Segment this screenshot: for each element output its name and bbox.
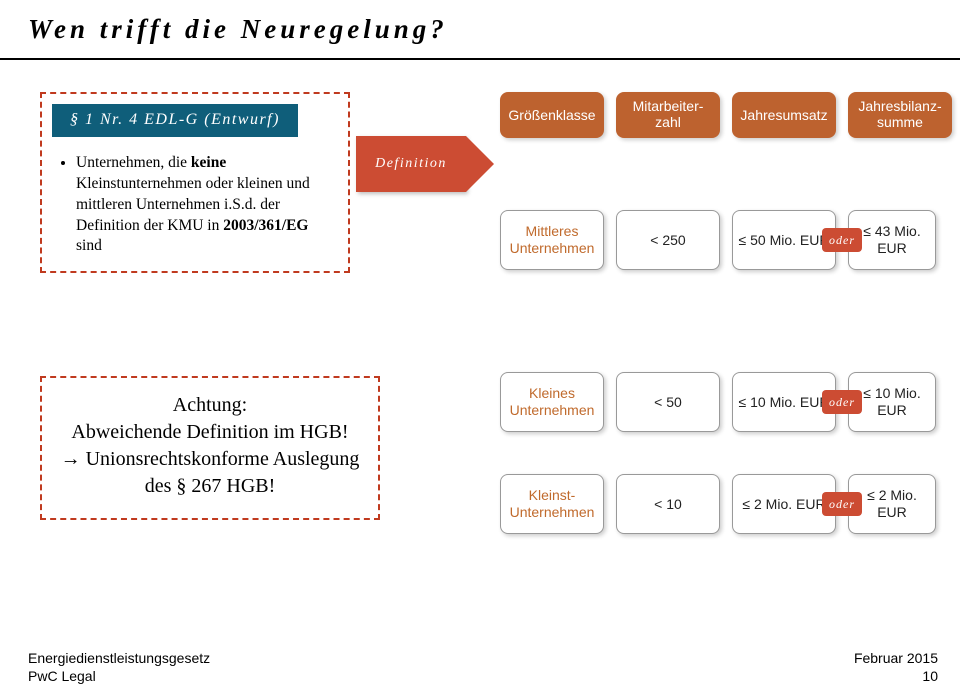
col-header-balance: Jahresbilanz-summe (848, 92, 952, 138)
or-pill-micro: oder (822, 492, 862, 516)
row-medium-count: < 250 (616, 210, 720, 270)
row-medium-revenue: ≤ 50 Mio. EUR (732, 210, 836, 270)
footer-left: Energiedienstleistungsgesetz PwC Legal (28, 649, 210, 685)
footer-right: Februar 2015 10 (854, 649, 938, 685)
attention-line3: → Unionsrechtskonforme Auslegung des § 2… (58, 446, 362, 500)
or-pill-small: oder (822, 390, 862, 414)
definition-arrow-label: Definition (356, 136, 466, 192)
footer-page: 10 (854, 667, 938, 685)
row-small-name: Kleines Unternehmen (500, 372, 604, 432)
row-small-revenue: ≤ 10 Mio. EUR (732, 372, 836, 432)
title-rule (0, 58, 960, 60)
law-reference: § 1 Nr. 4 EDL-G (Entwurf) (52, 104, 298, 137)
attention-line2: Abweichende Definition im HGB! (58, 419, 362, 446)
col-header-revenue: Jahresumsatz (732, 92, 836, 138)
footer-topic: Energiedienstleistungsgesetz (28, 649, 210, 667)
row-micro-count: < 10 (616, 474, 720, 534)
row-micro-name: Kleinst-Unternehmen (500, 474, 604, 534)
row-medium-name: Mittleres Unternehmen (500, 210, 604, 270)
footer-date: Februar 2015 (854, 649, 938, 667)
page-title: Wen trifft die Neuregelung? (28, 14, 448, 45)
definition-bullet: Unternehmen, die keine Kleinstunternehme… (64, 153, 332, 258)
arrow-right-icon: → (61, 448, 81, 470)
definition-source-box: § 1 Nr. 4 EDL-G (Entwurf) Unternehmen, d… (40, 92, 350, 273)
col-header-employees: Mitarbeiter-zahl (616, 92, 720, 138)
footer-org: PwC Legal (28, 667, 210, 685)
row-micro-revenue: ≤ 2 Mio. EUR (732, 474, 836, 534)
arrow-tip-icon (466, 136, 494, 192)
attention-line1: Achtung: (58, 392, 362, 419)
or-pill-medium: oder (822, 228, 862, 252)
definition-arrow: Definition (356, 136, 496, 192)
attention-box: Achtung: Abweichende Definition im HGB! … (40, 376, 380, 520)
col-header-size: Größenklasse (500, 92, 604, 138)
row-small-count: < 50 (616, 372, 720, 432)
